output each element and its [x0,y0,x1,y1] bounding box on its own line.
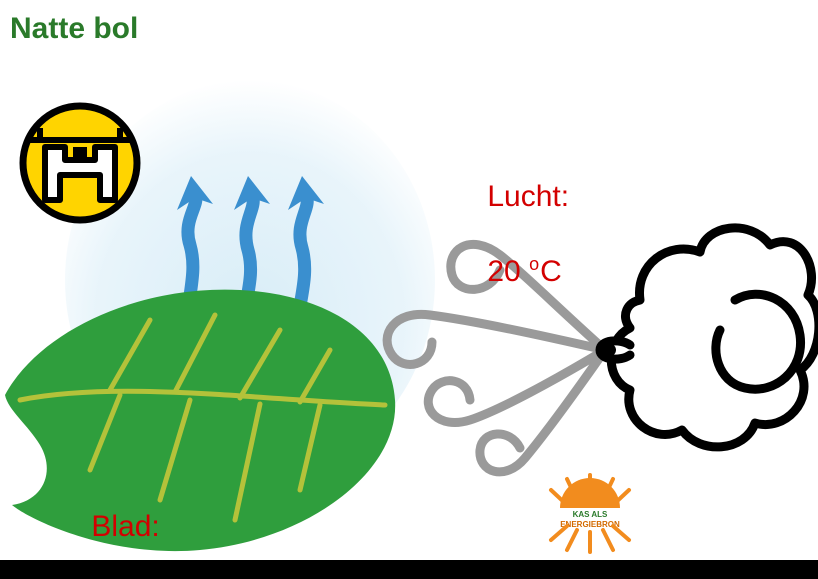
leaf-label-line1: Blad: [91,510,159,543]
logo-text-bottom: ENERGIEBRON [560,520,620,529]
page-title: Natte bol [10,12,138,46]
air-temperature-label: Lucht: 20 oC [454,140,569,328]
infographic-stage: KAS ALS ENERGIEBRON Natte bol Lucht: 20 … [0,0,818,560]
bottom-strip [0,560,818,579]
air-label-unit: C [540,255,562,288]
logo-text-top: KAS ALS [573,510,608,519]
air-label-value: 20 [487,255,529,288]
degree-superscript: o [529,254,539,274]
air-label-line1: Lucht: [487,180,569,213]
